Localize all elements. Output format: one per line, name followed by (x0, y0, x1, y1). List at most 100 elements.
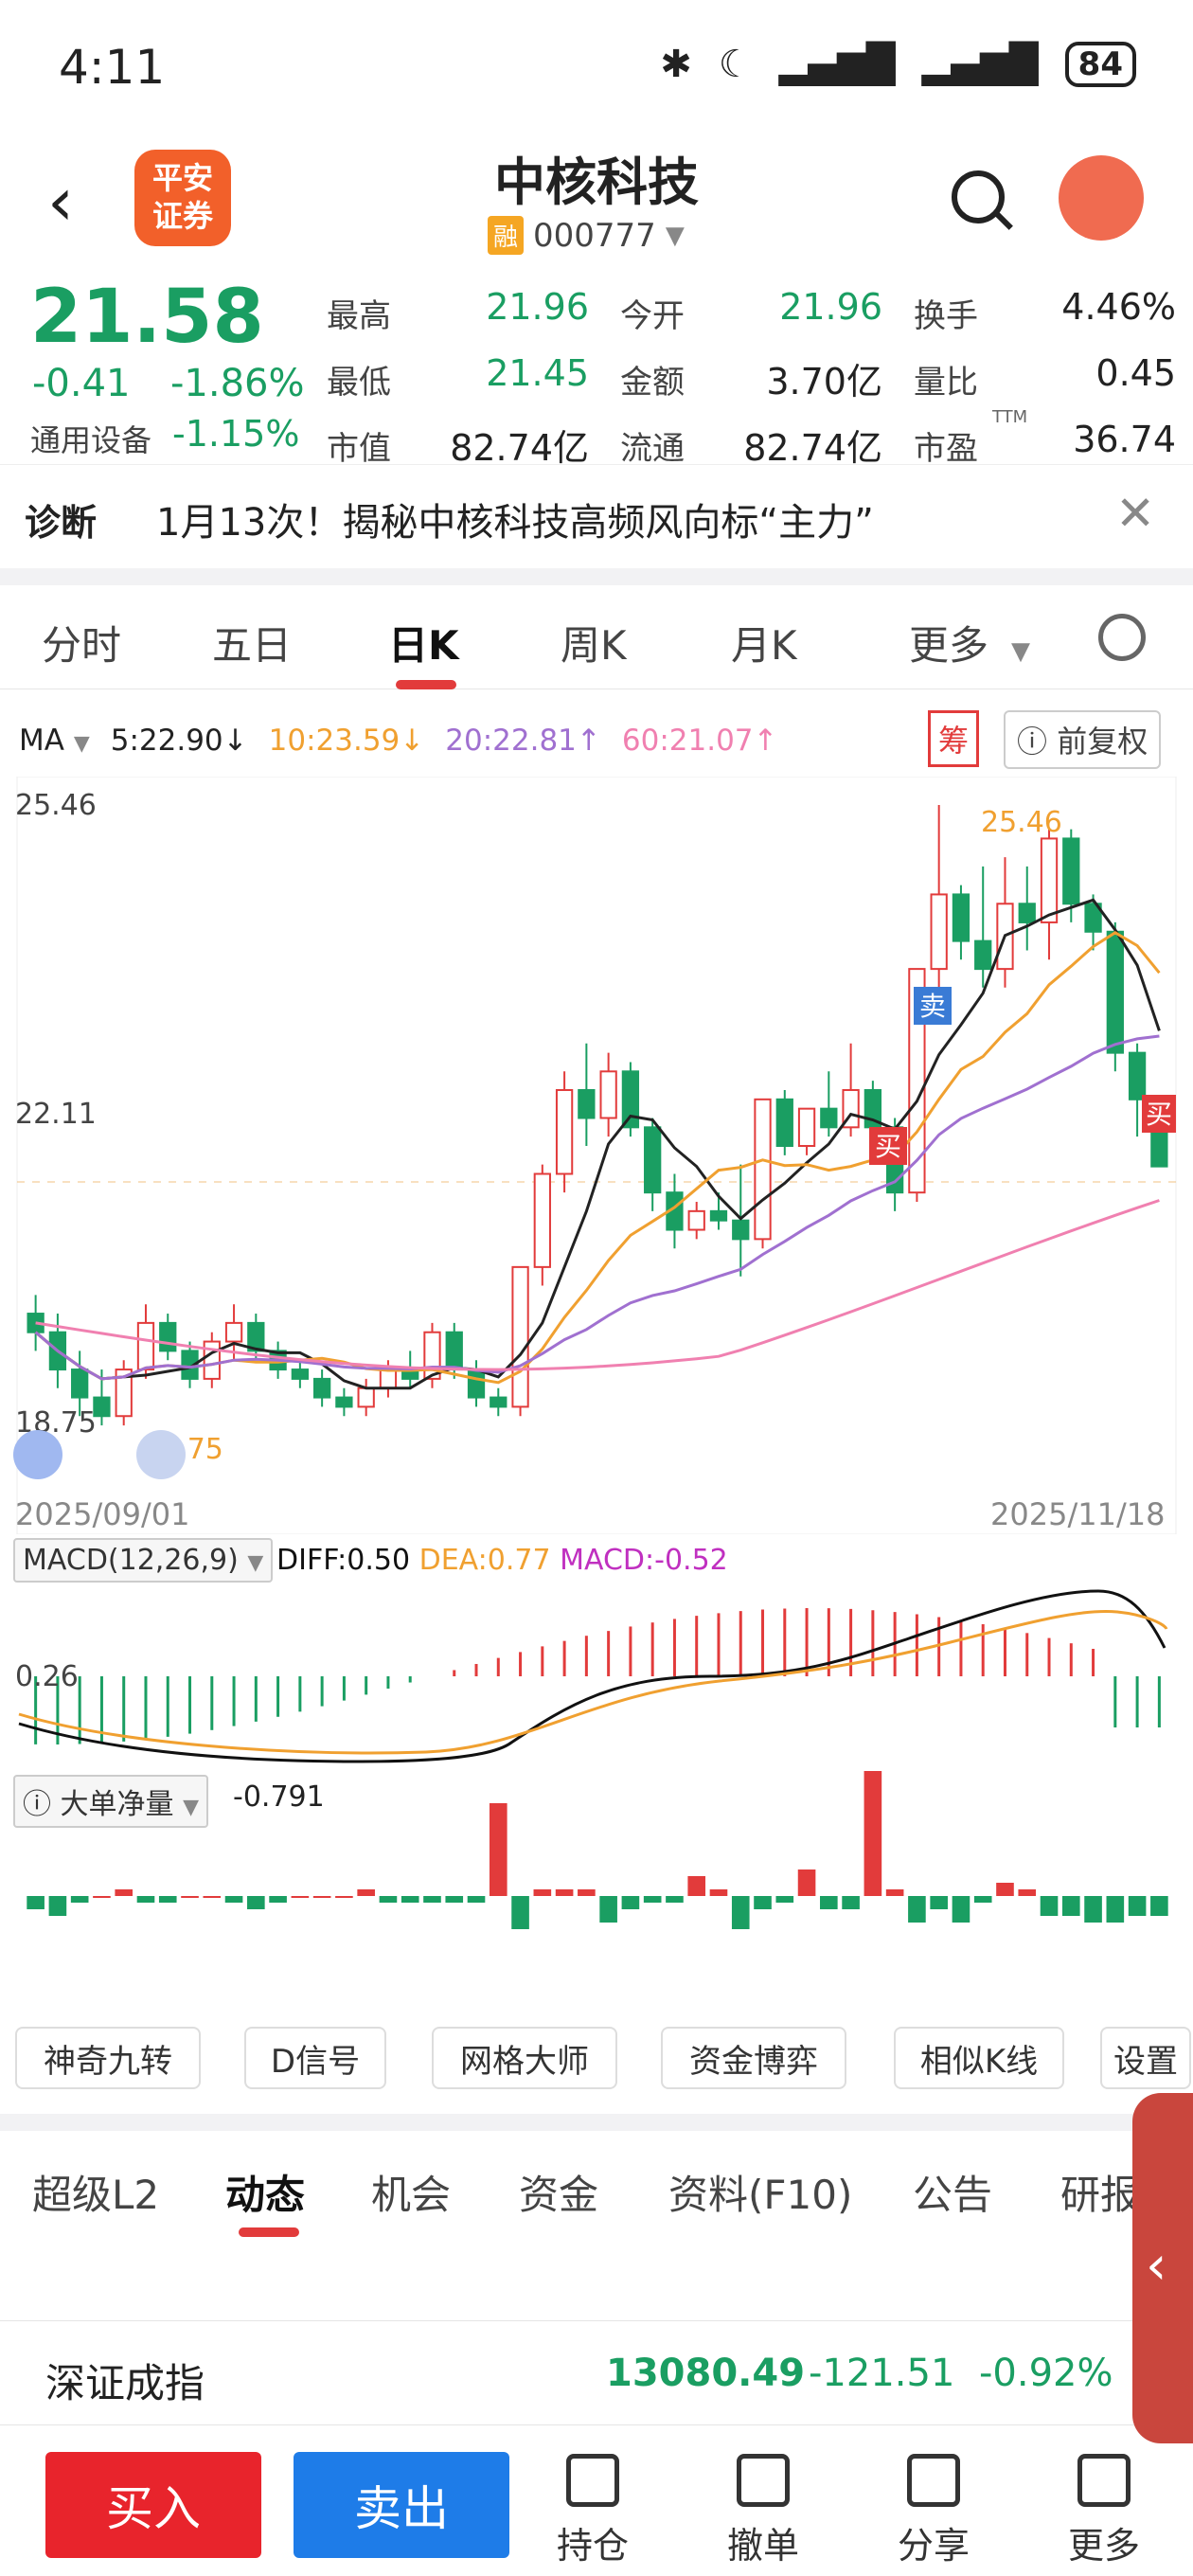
last-price: 21.58 (30, 275, 264, 360)
flow-bar (203, 1896, 222, 1898)
candle (71, 1368, 89, 1399)
tab-research[interactable]: 研报 (1060, 2172, 1141, 2218)
tab-f10[interactable]: 资料(F10) (668, 2172, 853, 2218)
tool-d-signal[interactable]: D信号 (244, 2027, 386, 2089)
flow-bar (952, 1896, 970, 1923)
stat-label: 金额 (620, 364, 685, 402)
tab-day-k[interactable]: 日K (388, 622, 459, 669)
diagnose-banner[interactable]: 诊断 1月13次！揭秘中核科技高频风向标“主力” ✕ (0, 464, 1193, 559)
undo-icon (737, 2454, 790, 2507)
candle (797, 1107, 816, 1147)
margin-badge: 融 (488, 216, 525, 255)
tab-capital[interactable]: 资金 (519, 2172, 599, 2218)
chip-button[interactable]: 筹 (928, 710, 980, 767)
ma5-value: 5:22.90↓ (110, 724, 248, 758)
broker-logo[interactable]: 平安 证券 (134, 150, 231, 246)
active-tab-indicator (396, 680, 456, 689)
flow-bar (621, 1896, 640, 1909)
kline-chart[interactable]: 25.46 22.11 18.75 25.46 18.75 卖 买 买 2025… (0, 777, 1193, 1534)
diff-line (18, 1589, 1166, 1763)
tool-similar-k[interactable]: 相似K线 (894, 2027, 1064, 2089)
document-icon (566, 2454, 619, 2507)
flow-bar (754, 1896, 772, 1909)
flow-bar (820, 1896, 838, 1909)
flow-bar (555, 1889, 574, 1896)
flow-selector[interactable]: ⓘ 大单净量 ▼ (13, 1775, 209, 1828)
tool-capital-game[interactable]: 资金博弈 (661, 2027, 846, 2089)
positions-button[interactable]: 持仓 (536, 2454, 650, 2568)
index-ticker[interactable]: 深证成指 13080.49 -121.51 -0.92% (0, 2320, 1193, 2424)
gear-icon[interactable] (1098, 614, 1146, 661)
expand-icon[interactable] (13, 1430, 62, 1479)
divider (0, 2114, 1193, 2131)
tab-month-k[interactable]: 月K (731, 622, 797, 669)
candle (754, 1098, 772, 1241)
flow-bar (1061, 1896, 1080, 1916)
stat-value: 82.74亿 (743, 427, 882, 469)
candle (1040, 837, 1059, 923)
ma-label[interactable]: MA ▼ (19, 724, 90, 758)
tab-news[interactable]: 动态 (225, 2172, 306, 2218)
buy-signal[interactable] (869, 1127, 907, 1165)
flow-bar (578, 1889, 596, 1896)
tab-five-day[interactable]: 五日 (212, 622, 293, 669)
tab-more[interactable]: 更多 ▼ (909, 622, 1031, 669)
flow-bar (247, 1896, 265, 1909)
stat-label: 量比 (914, 364, 978, 402)
macd-selector[interactable]: MACD(12,26,9) ▼ (13, 1538, 274, 1583)
tab-opportunity[interactable]: 机会 (371, 2172, 452, 2218)
stat-label: 市值 (327, 430, 391, 468)
index-pct: -0.92% (979, 2352, 1113, 2395)
ma20-line (34, 1034, 1160, 1381)
search-icon[interactable] (952, 170, 1005, 224)
share-button[interactable]: 分享 (877, 2454, 990, 2568)
buy-signal-latest[interactable] (1142, 1095, 1176, 1133)
stock-code-selector[interactable]: 融 000777 ▼ (488, 216, 685, 255)
date-start: 2025/09/01 (15, 1496, 189, 1532)
caret-down-icon: ▼ (665, 221, 685, 250)
candle (224, 1321, 243, 1343)
tool-magic-nine[interactable]: 神奇九转 (15, 2027, 201, 2089)
flow-bar (996, 1883, 1014, 1896)
sector-name[interactable]: 通用设备 (30, 422, 152, 458)
tab-l2[interactable]: 超级L2 (32, 2172, 160, 2218)
flow-bar (357, 1889, 375, 1896)
ma-legend: MA ▼ 5:22.90↓ 10:23.59↓ 20:22.81↑ 60:21.… (0, 708, 1193, 775)
ma60-value: 60:21.07↑ (621, 724, 778, 758)
sell-signal[interactable] (914, 987, 952, 1025)
candle (335, 1396, 353, 1408)
close-icon[interactable]: ✕ (1115, 486, 1155, 541)
flow-bar (1040, 1896, 1059, 1916)
price-change: -0.41 (32, 362, 131, 405)
tab-week-k[interactable]: 周K (561, 622, 627, 669)
more-button[interactable]: 更多 (1047, 2454, 1161, 2568)
sell-button[interactable]: 卖出 (294, 2452, 509, 2558)
chart-tool-icon[interactable] (136, 1430, 186, 1479)
cancel-order-button[interactable]: 撤单 (706, 2454, 820, 2568)
tool-settings[interactable]: 设置 (1100, 2027, 1191, 2089)
adjust-button[interactable]: ⓘ 前复权 (1004, 710, 1162, 769)
flow-bar (291, 1896, 310, 1898)
back-icon[interactable]: ‹ (47, 163, 74, 241)
info-icon: ⓘ (23, 1788, 61, 1821)
status-time: 4:11 (59, 40, 166, 95)
index-value: 13080.49 (606, 2352, 806, 2395)
index-change: -121.51 (809, 2352, 955, 2395)
candle (709, 1209, 728, 1222)
assistant-avatar[interactable] (1059, 155, 1144, 241)
candle (291, 1368, 310, 1380)
buy-button[interactable]: 买入 (45, 2452, 261, 2558)
diagnose-text[interactable]: 1月13次！揭秘中核科技高频风向标“主力” (156, 501, 874, 545)
tool-grid-master[interactable]: 网格大师 (432, 2027, 617, 2089)
quote-panel: 21.58 -0.41 -1.86% 通用设备 -1.15% 最高 21.96 … (0, 275, 1193, 469)
menu-icon (1077, 2454, 1131, 2507)
flow-bar (797, 1869, 816, 1896)
flow-bar (643, 1896, 662, 1903)
candle (467, 1368, 486, 1399)
tab-minute[interactable]: 分时 (42, 622, 122, 669)
fund-flow-chart[interactable] (0, 1771, 1193, 2008)
tab-announcement[interactable]: 公告 (913, 2172, 993, 2218)
flow-bar (1150, 1896, 1168, 1916)
candle (732, 1219, 750, 1241)
side-drawer-handle[interactable] (1132, 2093, 1193, 2443)
